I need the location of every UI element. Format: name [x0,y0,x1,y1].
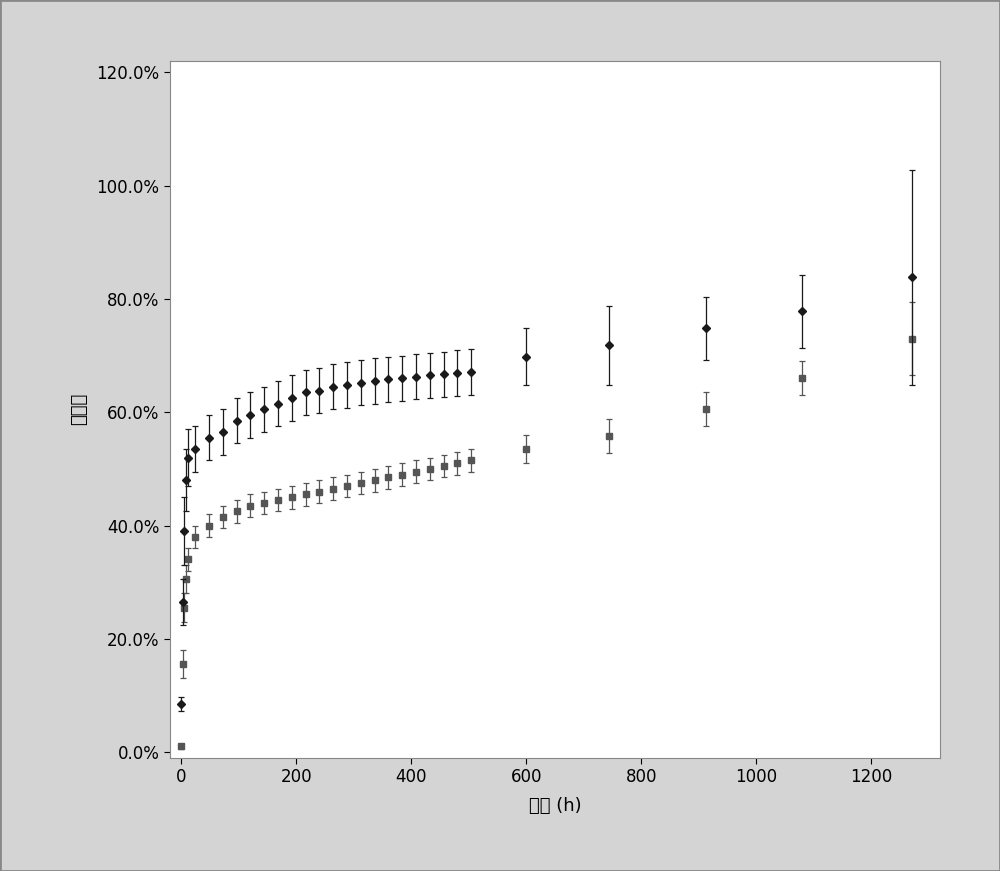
X-axis label: 时间 (h): 时间 (h) [529,797,581,815]
Y-axis label: 百分比: 百分比 [70,393,88,426]
